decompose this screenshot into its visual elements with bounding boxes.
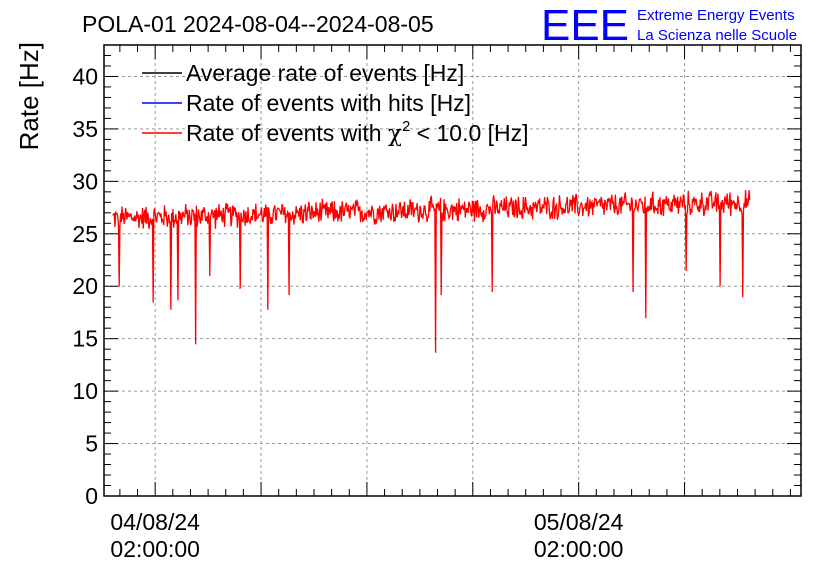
y-tick-labels: 0 5 10 15 20 25 30 35 40 bbox=[72, 63, 98, 509]
logo-mark: EEE bbox=[541, 1, 629, 50]
grid bbox=[104, 45, 801, 496]
eee-logo: EEE Extreme Energy Events La Scienza nel… bbox=[541, 1, 797, 50]
spike-point bbox=[632, 290, 634, 293]
series-line bbox=[112, 190, 751, 353]
spike-point bbox=[288, 294, 290, 296]
x-tick-label-date: 05/08/24 bbox=[534, 509, 624, 535]
spike-point bbox=[177, 299, 179, 301]
logo-line1: Extreme Energy Events bbox=[637, 7, 795, 24]
spike-point bbox=[440, 294, 442, 296]
y-axis-label: Rate [Hz] bbox=[14, 42, 44, 150]
legend-label: Average rate of events [Hz] bbox=[186, 60, 464, 86]
spike-point bbox=[152, 301, 155, 303]
legend-text: < 10.0 [Hz] bbox=[410, 120, 528, 146]
y-tick-label: 25 bbox=[72, 221, 98, 247]
y-tick-label: 20 bbox=[72, 273, 98, 299]
legend-label: Rate of events with hits [Hz] bbox=[186, 90, 471, 116]
legend-text: Rate of events with bbox=[186, 120, 388, 146]
legend-superscript: 2 bbox=[402, 118, 410, 135]
logo-line2: La Scienza nelle Scuole bbox=[637, 27, 797, 44]
spike-point bbox=[645, 317, 647, 319]
legend-label: Rate of events with χ2 < 10.0 [Hz] bbox=[186, 118, 529, 147]
x-tick-label-date: 04/08/24 bbox=[110, 509, 200, 535]
legend-text: Average rate of events [Hz] bbox=[186, 60, 464, 86]
y-tick-label: 40 bbox=[72, 63, 98, 89]
y-tick-label: 35 bbox=[72, 116, 98, 142]
y-tick-label: 0 bbox=[85, 483, 98, 509]
spike-point bbox=[742, 296, 744, 298]
x-tick-label-time: 02:00:00 bbox=[534, 536, 624, 562]
spike-point bbox=[685, 269, 687, 272]
x-tick-label-time: 02:00:00 bbox=[110, 536, 200, 562]
plot-frame bbox=[103, 44, 802, 497]
spike-point bbox=[170, 308, 172, 310]
y-tick-label: 30 bbox=[72, 168, 98, 194]
axis-ticks bbox=[104, 44, 801, 497]
spike-point bbox=[239, 287, 241, 289]
spike-point bbox=[435, 351, 437, 353]
spike-point bbox=[209, 275, 211, 277]
y-tick-label: 10 bbox=[72, 378, 98, 404]
y-tick-label: 5 bbox=[85, 431, 98, 457]
legend-text: Rate of events with hits [Hz] bbox=[186, 90, 471, 116]
spike-point bbox=[719, 285, 721, 287]
legend-symbol: χ bbox=[388, 121, 402, 147]
y-tick-label: 15 bbox=[72, 326, 98, 352]
data-series bbox=[112, 190, 751, 353]
spike-point bbox=[195, 343, 197, 345]
spike-point bbox=[118, 285, 120, 287]
spike-point bbox=[491, 290, 493, 293]
chart-title: POLA-01 2024-08-04--2024-08-05 bbox=[82, 11, 434, 37]
legend: Average rate of events [Hz] Rate of event… bbox=[142, 60, 529, 147]
spike-point bbox=[267, 308, 269, 310]
